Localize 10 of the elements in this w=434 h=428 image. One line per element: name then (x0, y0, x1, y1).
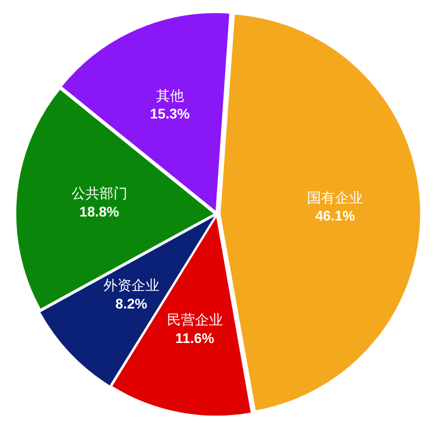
data-label: 11.6% (175, 330, 215, 346)
slice-label: 国有企业 (307, 190, 364, 206)
data-label: 15.3% (150, 105, 190, 122)
data-label: 18.8% (79, 203, 120, 220)
slice-label: 民营企业 (166, 312, 223, 329)
slice-label: 公共部门 (71, 186, 128, 202)
data-label: 46.1% (315, 208, 356, 224)
slice-label: 其他 (156, 88, 184, 104)
data-label: 8.2% (115, 295, 148, 312)
slice-label: 外资企业 (103, 278, 160, 294)
